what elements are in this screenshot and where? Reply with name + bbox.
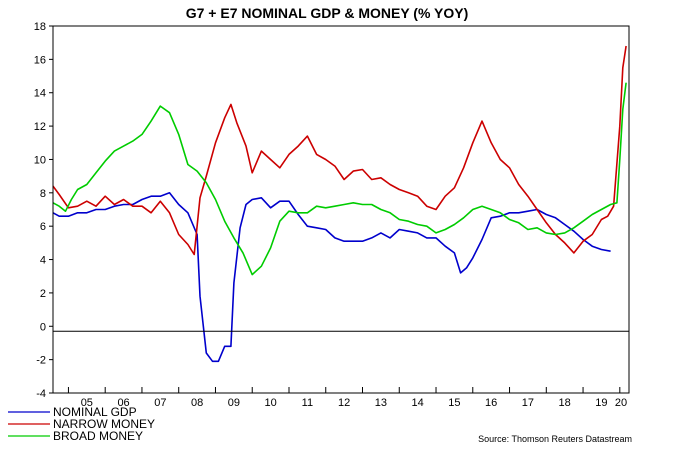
y-tick-label: 4 <box>40 255 46 267</box>
legend-label-narrow-money: NARROW MONEY <box>53 417 155 431</box>
y-tick-label: 16 <box>34 54 46 66</box>
x-tick-label: 10 <box>264 397 276 409</box>
legend-label-nominal-gdp: NOMINAL GDP <box>53 405 137 419</box>
y-tick-label: 8 <box>40 188 46 200</box>
x-tick-label: 14 <box>412 397 424 409</box>
y-tick-label: 6 <box>40 221 46 233</box>
series-line-nominal-gdp <box>52 192 611 363</box>
series-layer <box>52 45 627 363</box>
y-tick-label: 2 <box>40 288 46 300</box>
x-tick-label: 16 <box>485 397 497 409</box>
y-tick-label: 10 <box>34 154 46 166</box>
x-axis: 05 06 07 08 09 10 11 12 13 14 15 16 17 18 19 20 <box>67 387 627 409</box>
y-tick-label: -2 <box>36 355 46 367</box>
legend-label-broad-money: BROAD MONEY <box>53 429 143 443</box>
x-tick-label: 11 <box>302 397 313 409</box>
source-note: Source: Thomson Reuters Datastream <box>478 434 632 444</box>
x-tick-label: 20 <box>615 397 627 409</box>
x-tick-label: 18 <box>559 397 571 409</box>
series-line-broad-money <box>52 82 627 276</box>
x-tick-label: 19 <box>595 397 607 409</box>
x-tick-label: 13 <box>375 397 387 409</box>
x-tick-label: 06 <box>117 397 129 409</box>
plot-frame <box>52 25 630 394</box>
x-tick-label: 05 <box>81 397 93 409</box>
y-tick-label: 0 <box>40 321 46 333</box>
x-tick-label: 12 <box>338 397 350 409</box>
y-axis: -4 -2 0 2 4 6 8 10 12 14 16 18 <box>34 21 53 400</box>
series-line-narrow-money <box>52 45 627 256</box>
x-tick-label: 17 <box>522 397 534 409</box>
x-tick-label: 09 <box>228 397 240 409</box>
plot-border <box>52 25 630 394</box>
y-tick-label: 14 <box>34 88 46 100</box>
x-tick-label: 08 <box>191 397 203 409</box>
y-tick-label: 12 <box>34 121 46 133</box>
x-tick-label: 07 <box>154 397 166 409</box>
y-tick-label: -4 <box>36 388 46 400</box>
chart-title: G7 + E7 NOMINAL GDP & MONEY (% YOY) <box>186 5 469 21</box>
x-tick-label: 15 <box>448 397 460 409</box>
y-tick-label: 18 <box>34 21 46 33</box>
